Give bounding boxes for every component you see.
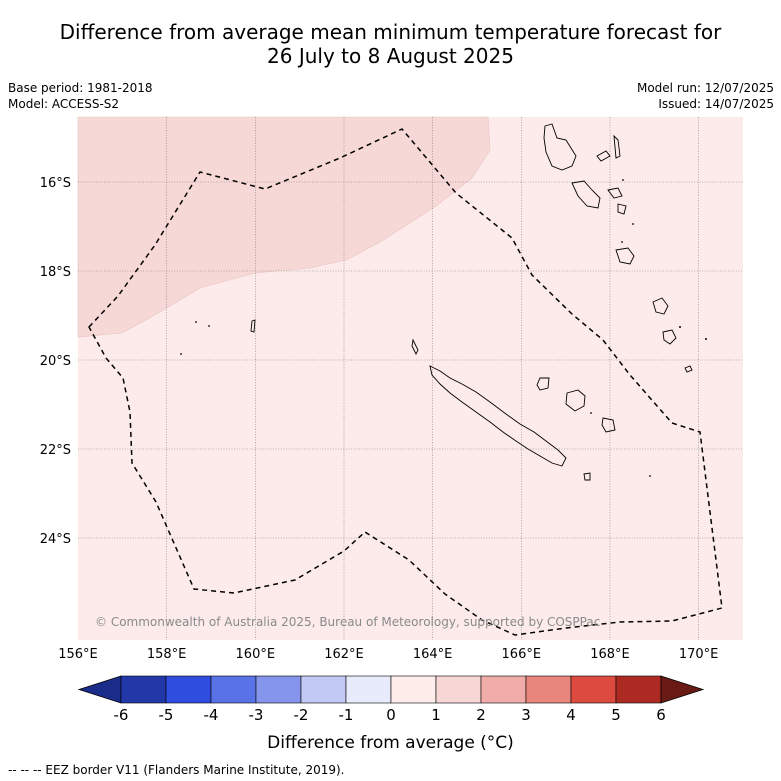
ambrym-island xyxy=(607,187,623,199)
lon-label: 164°E xyxy=(413,647,453,662)
colorbar-tick-label: -2 xyxy=(294,706,309,724)
maewo-island xyxy=(596,150,611,162)
epi-island xyxy=(617,203,627,215)
title-line-2: 26 July to 8 August 2025 xyxy=(267,44,514,68)
base-period: Base period: 1981-2018 xyxy=(8,81,153,95)
colorbar-segment xyxy=(480,675,527,704)
small-islets xyxy=(180,179,707,477)
new-caledonia-island xyxy=(429,365,567,467)
eez-border xyxy=(88,128,723,636)
chesterfield-islet xyxy=(250,319,256,333)
colorbar-segment xyxy=(255,675,302,704)
colorbar-tick-label: 5 xyxy=(611,706,621,724)
copyright-notice: © Commonwealth of Australia 2025, Bureau… xyxy=(95,615,600,629)
colorbar-tick-label: 1 xyxy=(431,706,441,724)
espiritu-santo-island xyxy=(543,123,577,171)
lat-label: 24°S xyxy=(40,532,71,547)
model-name: Model: ACCESS-S2 xyxy=(8,97,120,111)
colorbar-segment xyxy=(390,675,437,704)
colorbar-segment xyxy=(120,675,167,704)
colorbar-arrow-right xyxy=(660,675,705,704)
colorbar-arrow-left xyxy=(77,675,122,704)
colorbar-segment xyxy=(570,675,617,704)
colorbar-tick-label: -6 xyxy=(114,706,129,724)
colorbar-tick-label: -5 xyxy=(159,706,174,724)
lon-label: 156°E xyxy=(58,647,98,662)
islands xyxy=(250,123,693,481)
gridlines xyxy=(78,117,743,640)
malekula-island xyxy=(571,180,601,209)
walpole-island xyxy=(583,472,591,481)
aneityum-island xyxy=(684,365,693,373)
colorbar: -6 -5 -4 -3 -2 -1 0 1 2 3 4 5 6 xyxy=(77,675,705,724)
colorbar-segment xyxy=(300,675,347,704)
colorbar-segment xyxy=(210,675,257,704)
erromango-island xyxy=(652,297,669,315)
eez-legend-note: -- -- -- EEZ border V11 (Flanders Marine… xyxy=(8,763,345,777)
mare-island xyxy=(601,417,616,433)
ouvea-island xyxy=(536,377,550,391)
anomaly-region-northwest xyxy=(77,116,491,338)
colorbar-label: Difference from average (°C) xyxy=(267,733,514,753)
model-run: Model run: 12/07/2025 xyxy=(636,81,774,95)
colorbar-tick-label: 4 xyxy=(566,706,576,724)
latitude-labels: 16°S 18°S 20°S 22°S 24°S xyxy=(40,176,71,547)
lat-label: 18°S xyxy=(40,265,71,280)
colorbar-tick-label: 6 xyxy=(656,706,666,724)
belep-island xyxy=(411,338,419,356)
colorbar-segment xyxy=(615,675,662,704)
lon-label: 166°E xyxy=(502,647,542,662)
longitude-labels: 156°E 158°E 160°E 162°E 164°E 166°E 168°… xyxy=(58,647,718,662)
colorbar-segment xyxy=(525,675,572,704)
tanna-island xyxy=(662,329,677,345)
lifou-island xyxy=(565,389,586,412)
colorbar-segment xyxy=(345,675,392,704)
colorbar-tick-label: -3 xyxy=(249,706,264,724)
colorbar-tick-label: 3 xyxy=(521,706,531,724)
lon-label: 170°E xyxy=(679,647,719,662)
lon-label: 168°E xyxy=(590,647,630,662)
lon-label: 162°E xyxy=(324,647,364,662)
issued-date: Issued: 14/07/2025 xyxy=(658,97,774,111)
colorbar-tick-label: 2 xyxy=(476,706,486,724)
lat-label: 20°S xyxy=(40,354,71,369)
efate-island xyxy=(615,247,635,265)
pentecost-island xyxy=(613,134,621,159)
colorbar-tick-label: -1 xyxy=(339,706,354,724)
lon-label: 160°E xyxy=(236,647,276,662)
title-line-1: Difference from average mean minimum tem… xyxy=(59,20,722,44)
colorbar-segment xyxy=(165,675,212,704)
colorbar-segment xyxy=(435,675,482,704)
colorbar-tick-label: -4 xyxy=(204,706,219,724)
lat-label: 16°S xyxy=(40,176,71,191)
lat-label: 22°S xyxy=(40,443,71,458)
colorbar-tick-label: 0 xyxy=(386,706,396,724)
lon-label: 158°E xyxy=(147,647,187,662)
